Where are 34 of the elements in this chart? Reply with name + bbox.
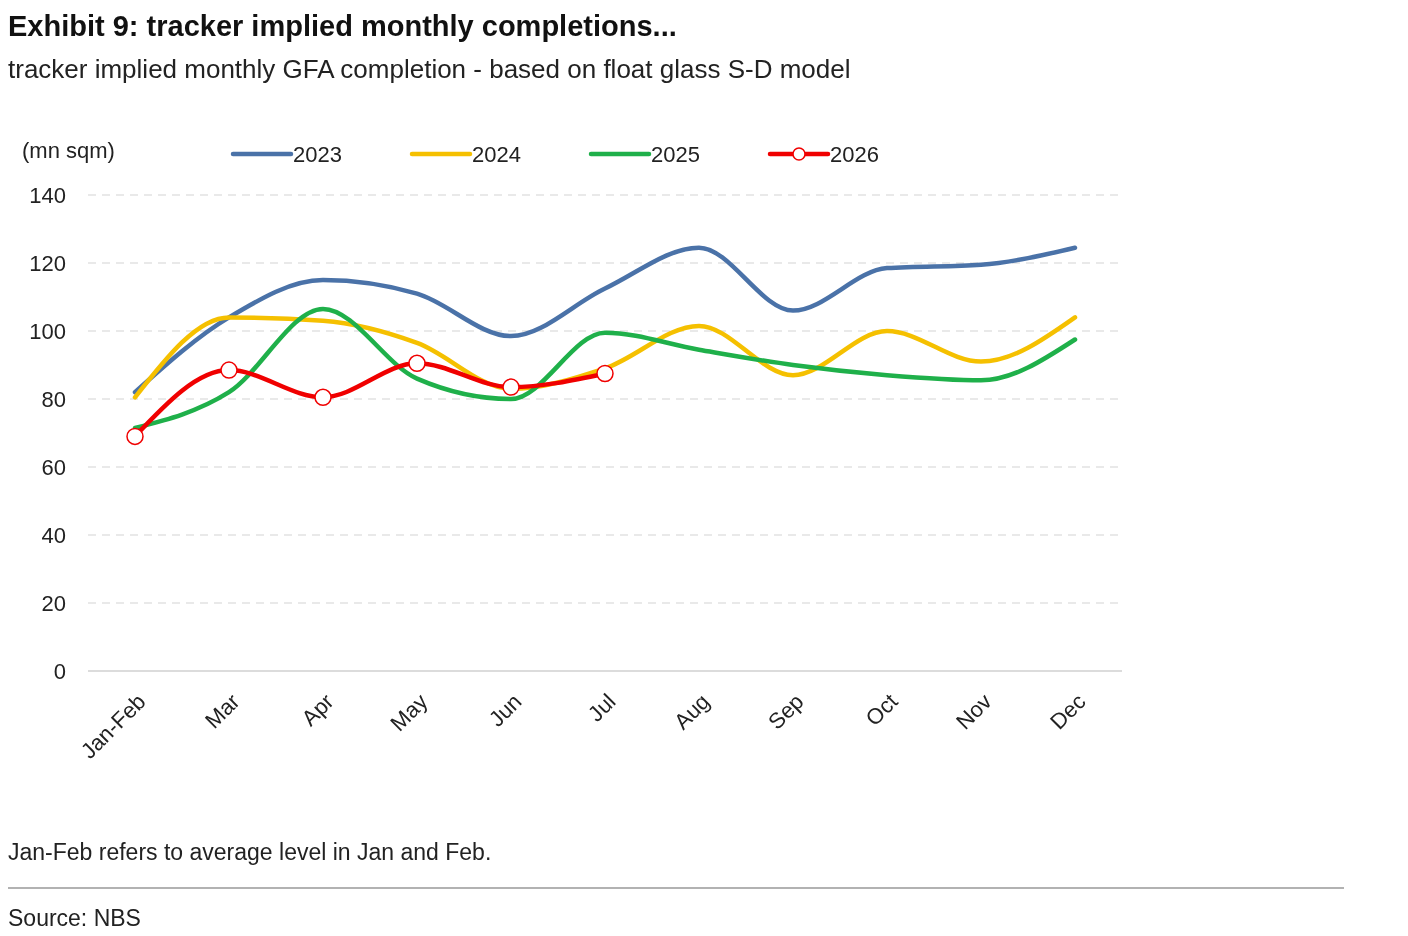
point <box>502 378 520 396</box>
y-tick-label: 40 <box>41 522 66 548</box>
legend-label: 2025 <box>651 141 700 167</box>
legend-label: 2024 <box>472 141 521 167</box>
x-tick-label: Apr <box>296 688 339 731</box>
x-tick-label: May <box>385 688 433 736</box>
y-tick-label: 120 <box>29 250 66 276</box>
y-tick-label: 80 <box>41 386 66 412</box>
chart-title: Exhibit 9: tracker implied monthly completions... <box>8 10 677 42</box>
point <box>408 354 426 373</box>
point <box>314 388 332 407</box>
text: Jan-Feb refers to average level in Jan and Feb. <box>8 839 492 865</box>
legend-label: 2026 <box>830 141 879 167</box>
y-axis-title: (mn sqm) <box>22 138 115 163</box>
x-tick-label: Dec <box>1045 688 1091 735</box>
point <box>126 427 144 446</box>
x-tick-label: Sep <box>763 688 809 735</box>
y-tick-label: 60 <box>41 454 66 480</box>
x-tick-label: Aug <box>669 688 715 735</box>
x-tick-label: Mar <box>200 688 245 734</box>
y-tick-label: 140 <box>29 182 66 208</box>
legend-label: 2023 <box>293 141 342 167</box>
line-series <box>132 245 1078 395</box>
x-tick-label: Jul <box>582 688 621 727</box>
x-tick-label: Nov <box>951 688 997 735</box>
x-tick-label: Jun <box>483 688 527 732</box>
point <box>220 361 238 379</box>
y-tick-label: 100 <box>29 318 66 344</box>
y-tick-label: 0 <box>53 658 66 684</box>
x-tick-label: Oct <box>860 688 903 731</box>
source-note: Source: NBS <box>8 905 141 931</box>
point <box>596 364 614 383</box>
y-tick-label: 20 <box>41 590 66 616</box>
chart-subtitle: tracker implied monthly GFA completion - based on float glass S-D model <box>8 54 851 84</box>
